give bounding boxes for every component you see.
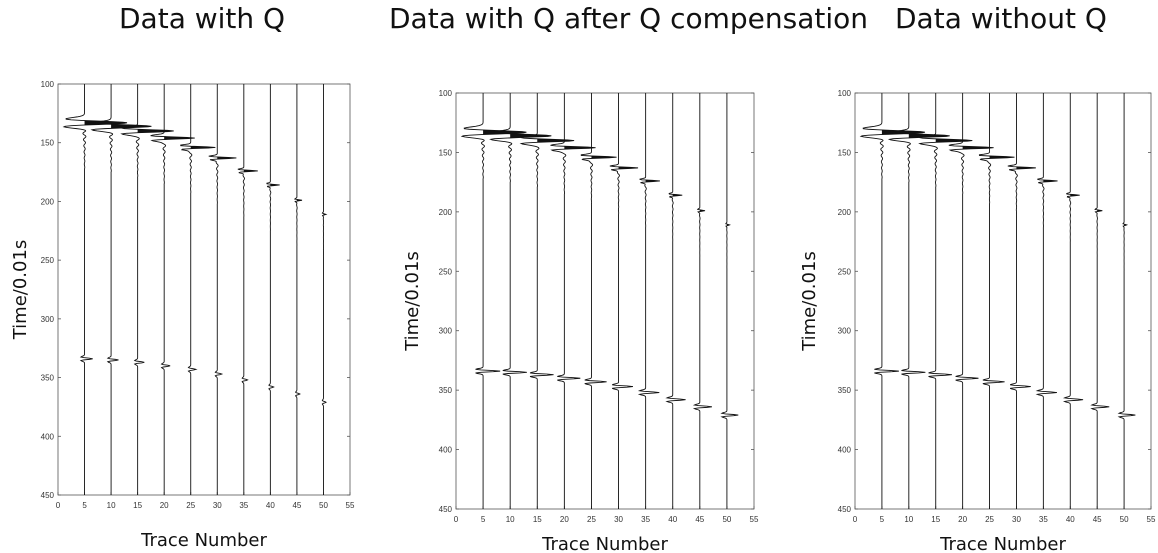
y-tick-label: 350 — [838, 386, 852, 395]
trace-35 — [1037, 93, 1057, 509]
y-tick-label: 400 — [838, 446, 852, 455]
x-tick-label: 20 — [958, 515, 967, 524]
y-tick-label: 250 — [838, 267, 852, 276]
trace-30 — [1008, 93, 1036, 509]
trace-25 — [979, 93, 1014, 509]
plot-frame — [855, 93, 1151, 509]
y-tick-label: 300 — [838, 327, 852, 336]
trace-35-event1-lobe — [1043, 174, 1057, 188]
x-tick-label: 55 — [1147, 515, 1156, 524]
x-tick-label: 50 — [1120, 515, 1129, 524]
y-tick-label: 100 — [838, 89, 852, 98]
x-tick-label: 30 — [1012, 515, 1021, 524]
trace-40-event1-lobe — [1070, 188, 1079, 202]
x-tick-label: 35 — [1039, 515, 1048, 524]
trace-45 — [1092, 93, 1109, 509]
y-tick-label: 150 — [838, 148, 852, 157]
trace-30-event1-lobe — [1016, 161, 1035, 175]
y-axis-label: Time/0.01s — [799, 251, 820, 352]
trace-40 — [1065, 93, 1083, 509]
trace-50 — [1119, 93, 1135, 509]
trace-10 — [890, 93, 950, 509]
x-tick-label: 15 — [931, 515, 940, 524]
x-tick-label: 25 — [985, 515, 994, 524]
trace-45-event1-lobe — [1097, 204, 1102, 218]
x-tick-label: 0 — [853, 515, 858, 524]
y-tick-label: 200 — [838, 208, 852, 217]
trace-5 — [861, 93, 925, 509]
y-tick-label: 450 — [838, 505, 852, 514]
trace-25-event1-lobe — [990, 150, 1015, 164]
x-tick-label: 10 — [904, 515, 913, 524]
x-axis-label: Trace Number — [939, 534, 1066, 553]
x-tick-label: 5 — [880, 515, 885, 524]
x-tick-label: 40 — [1066, 515, 1075, 524]
x-tick-label: 45 — [1093, 515, 1102, 524]
